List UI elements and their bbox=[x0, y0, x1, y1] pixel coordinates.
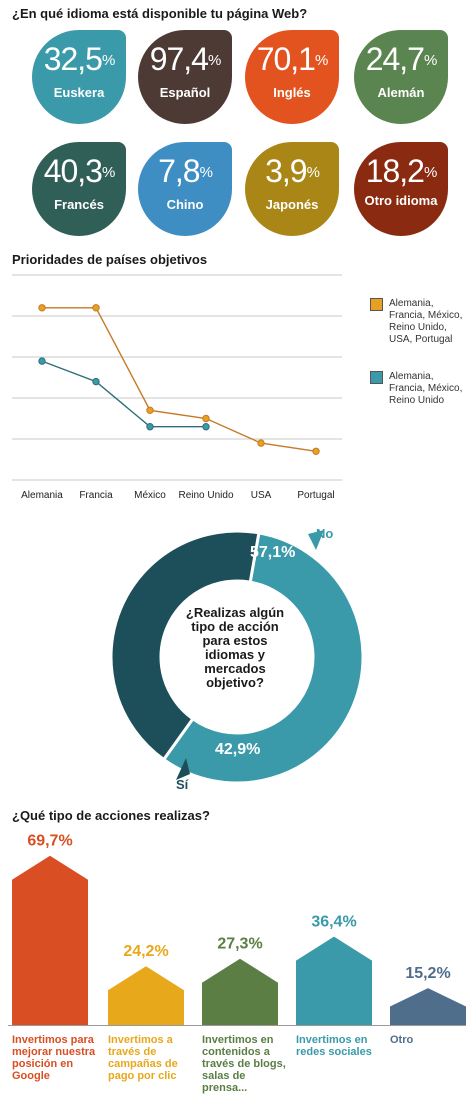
language-label: Español bbox=[159, 85, 211, 100]
language-value: 18,2 bbox=[365, 153, 425, 189]
language-label: Chino bbox=[166, 197, 204, 212]
donut-no-pointer bbox=[308, 530, 324, 550]
x-tick-label: Reino Unido bbox=[178, 490, 234, 501]
action-donut-chart bbox=[109, 529, 365, 785]
donut-no-label: No bbox=[316, 526, 334, 541]
legend-swatch-1 bbox=[370, 298, 383, 311]
series-point bbox=[312, 447, 320, 456]
language-label: Alemán bbox=[377, 85, 425, 100]
bar-category-label: Invertimos en contenidos a través de blo… bbox=[202, 1034, 286, 1094]
x-tick-label: México bbox=[134, 490, 166, 501]
language-value: 97,4 bbox=[149, 41, 209, 77]
language-label: Japonés bbox=[265, 197, 319, 212]
percent-sign: % bbox=[314, 52, 328, 69]
bar-category-label: Invertimos en redes sociales bbox=[296, 1034, 372, 1058]
percent-sign: % bbox=[101, 164, 115, 181]
language-percent: 24,7% bbox=[354, 40, 448, 78]
language-value: 70,1 bbox=[256, 41, 316, 77]
actions-bar-chart: 69,7% 24,2% 27,3% 36,4% 15,2% bbox=[8, 833, 466, 1026]
language-value: 7,8 bbox=[158, 153, 200, 189]
legend-entry-1: Alemania, Francia, México, Reino Unido, … bbox=[370, 298, 470, 346]
series-point bbox=[38, 304, 46, 312]
percent-sign: % bbox=[306, 164, 320, 181]
language-drop: 18,2% Otro idioma bbox=[354, 142, 448, 236]
percent-sign: % bbox=[199, 164, 213, 181]
donut-question: ¿Realizas algún tipo de acción para esto… bbox=[185, 605, 285, 690]
priorities-title: Prioridades de países objetivos bbox=[12, 252, 208, 267]
language-drop: 70,1% Inglés bbox=[245, 30, 339, 124]
series-point bbox=[38, 357, 46, 365]
legend-text-1: Alemania, Francia, México, Reino Unido, … bbox=[389, 298, 463, 345]
donut-no-value: 57,1% bbox=[250, 544, 296, 561]
bar-category-label: Invertimos a través de campañas de pago … bbox=[108, 1034, 178, 1082]
legend-text-2: Alemania, Francia, México, Reino Unido bbox=[389, 371, 463, 406]
bar bbox=[202, 958, 278, 1025]
series-line-2 bbox=[41, 360, 206, 428]
language-drop: 97,4% Español bbox=[138, 30, 232, 124]
legend-swatch-2 bbox=[370, 371, 383, 384]
language-drop: 3,9% Japonés bbox=[245, 142, 339, 236]
language-label: Inglés bbox=[273, 85, 311, 100]
donut-si-pointer bbox=[176, 758, 190, 780]
bar-value-label: 24,2% bbox=[123, 943, 168, 960]
language-drop: 7,8% Chino bbox=[138, 142, 232, 236]
bar bbox=[296, 936, 372, 1025]
language-percent: 7,8% bbox=[138, 152, 232, 190]
legend-entry-2: Alemania, Francia, México, Reino Unido bbox=[370, 371, 470, 407]
language-label: Euskera bbox=[53, 85, 105, 100]
percent-sign: % bbox=[101, 52, 115, 69]
percent-sign: % bbox=[423, 164, 437, 181]
bar-value-label: 69,7% bbox=[27, 833, 72, 850]
actions-title: ¿Qué tipo de acciones realizas? bbox=[12, 808, 210, 823]
donut-slice-si bbox=[109, 529, 261, 762]
bar-value-label: 27,3% bbox=[217, 936, 262, 953]
series-point bbox=[202, 414, 210, 423]
x-tick-label: USA bbox=[250, 490, 272, 501]
priorities-line-chart bbox=[12, 274, 342, 481]
bar bbox=[390, 988, 466, 1025]
language-percent: 3,9% bbox=[245, 152, 339, 190]
bar bbox=[108, 966, 184, 1025]
donut-slice-no bbox=[161, 531, 365, 785]
language-value: 3,9 bbox=[265, 153, 307, 189]
bar bbox=[12, 855, 88, 1025]
x-tick-label: Francia bbox=[79, 490, 113, 501]
language-label: Otro idioma bbox=[364, 193, 438, 208]
language-value: 24,7 bbox=[365, 41, 425, 77]
bar-category-label: Invertimos para mejorar nuestra posición… bbox=[12, 1034, 96, 1082]
language-drop: 40,3% Francés bbox=[32, 142, 126, 236]
percent-sign: % bbox=[423, 52, 437, 69]
language-percent: 97,4% bbox=[138, 40, 232, 78]
series-point bbox=[92, 304, 100, 312]
languages-title: ¿En qué idioma está disponible tu página… bbox=[12, 6, 308, 21]
language-value: 40,3 bbox=[43, 153, 103, 189]
language-drop: 24,7% Alemán bbox=[354, 30, 448, 124]
bar-value-label: 36,4% bbox=[311, 914, 356, 931]
percent-sign: % bbox=[207, 52, 221, 69]
series-line-1 bbox=[42, 307, 317, 452]
x-tick-label: Portugal bbox=[297, 490, 335, 501]
language-value: 32,5 bbox=[43, 41, 103, 77]
bar-category-label: Otro bbox=[390, 1034, 414, 1046]
bar-value-label: 15,2% bbox=[405, 965, 450, 982]
x-tick-label: Alemania bbox=[21, 490, 63, 501]
series-point bbox=[257, 439, 265, 447]
series-point bbox=[146, 406, 154, 415]
language-drop: 32,5% Euskera bbox=[32, 30, 126, 124]
language-percent: 40,3% bbox=[32, 152, 126, 190]
language-label: Francés bbox=[54, 197, 104, 212]
series-point bbox=[146, 423, 154, 431]
donut-si-label: Sí bbox=[176, 777, 189, 792]
series-point bbox=[92, 377, 100, 386]
series-point bbox=[202, 423, 210, 431]
language-percent: 70,1% bbox=[245, 40, 339, 78]
donut-si-value: 42,9% bbox=[215, 741, 261, 758]
language-percent: 18,2% bbox=[354, 152, 448, 190]
language-percent: 32,5% bbox=[32, 40, 126, 78]
